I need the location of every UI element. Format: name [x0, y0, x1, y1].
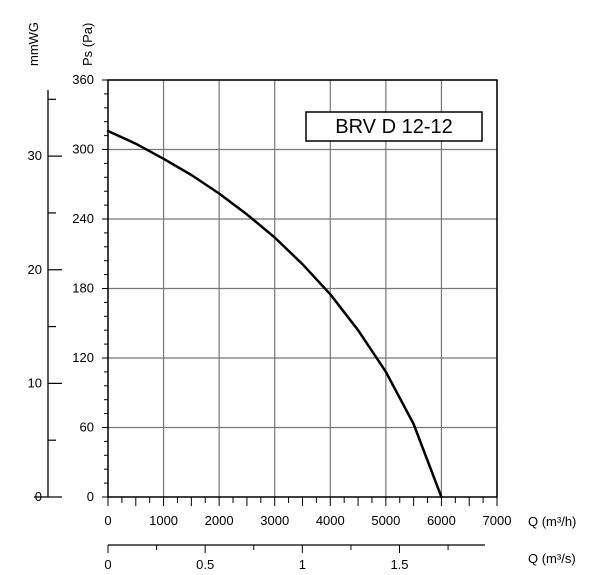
m3s-tick-label: 0.5 — [196, 557, 214, 572]
pa-tick-label: 240 — [72, 211, 94, 226]
pa-tick-label: 60 — [80, 420, 94, 435]
m3s-tick-label: 1.5 — [390, 557, 408, 572]
y-axis-title-mmwg: mmWG — [26, 22, 41, 66]
pa-tick-label: 120 — [72, 350, 94, 365]
m3h-tick-label: 0 — [104, 513, 111, 528]
m3s-tick-label: 0 — [104, 557, 111, 572]
mmwg-tick-label: 20 — [28, 262, 42, 277]
mmwg-tick-label: 0 — [35, 489, 42, 504]
chart-title-badge — [305, 111, 483, 142]
m3h-tick-label: 4000 — [316, 513, 345, 528]
m3h-tick-label: 3000 — [260, 513, 289, 528]
m3h-tick-label: 7000 — [483, 513, 512, 528]
chart-title: BRV D 12-12 — [335, 116, 452, 138]
m3h-tick-label: 6000 — [427, 513, 456, 528]
pa-tick-label: 180 — [72, 281, 94, 296]
y-axis-title-pa: Ps (Pa) — [80, 23, 95, 66]
pa-tick-label: 300 — [72, 142, 94, 157]
m3h-tick-label: 1000 — [149, 513, 178, 528]
pa-tick-label: 360 — [72, 72, 94, 87]
mmwg-tick-label: 10 — [28, 375, 42, 390]
m3s-tick-label: 1 — [299, 557, 306, 572]
m3h-tick-label: 2000 — [205, 513, 234, 528]
performance-curve — [106, 129, 443, 499]
m3h-tick-label: 5000 — [371, 513, 400, 528]
x-axis-title-m3s: Q (m³/s) — [528, 551, 576, 566]
mmwg-tick-label: 30 — [28, 148, 42, 163]
x-axis-title-m3h: Q (m³/h) — [528, 514, 576, 529]
pa-tick-label: 0 — [87, 489, 94, 504]
